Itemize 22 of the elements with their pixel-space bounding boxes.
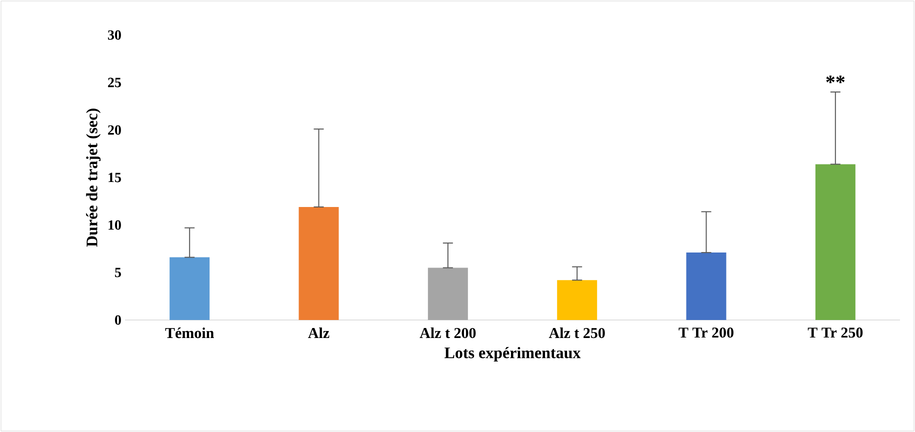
x-tick-label: T Tr 200 xyxy=(678,328,734,338)
bar xyxy=(170,257,210,320)
x-tick-label: Témoin xyxy=(165,328,214,338)
y-axis-title: Durée de trajet (sec) xyxy=(86,108,101,247)
bar xyxy=(428,268,468,320)
annotation: ** xyxy=(826,76,845,84)
bar xyxy=(298,206,339,320)
y-tick-label: 20 xyxy=(108,125,121,135)
y-tick-label: 15 xyxy=(108,172,121,182)
x-tick-label: Alz t 250 xyxy=(548,328,605,338)
y-tick-label: 0 xyxy=(115,315,121,325)
y-tick-label: 25 xyxy=(108,78,121,88)
x-tick-label: T Tr 250 xyxy=(808,328,863,338)
bar xyxy=(686,252,726,320)
bar xyxy=(815,164,856,320)
x-axis-title: Lots expérimentaux xyxy=(444,346,581,362)
bar xyxy=(557,280,598,320)
y-tick-label: 10 xyxy=(108,220,121,230)
y-tick-label: 30 xyxy=(108,30,121,40)
x-tick-label: Alz xyxy=(308,328,330,338)
x-tick-label: Alz t 200 xyxy=(420,328,476,338)
y-tick-label: 5 xyxy=(115,268,121,278)
